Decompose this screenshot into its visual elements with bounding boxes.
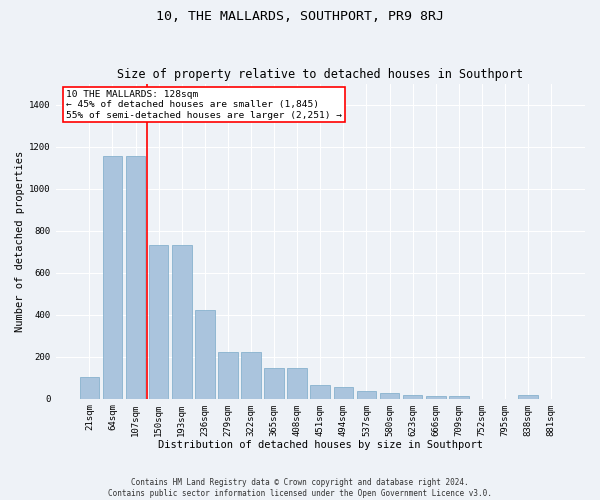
Text: 10 THE MALLARDS: 128sqm
← 45% of detached houses are smaller (1,845)
55% of semi: 10 THE MALLARDS: 128sqm ← 45% of detache… xyxy=(66,90,342,120)
Bar xyxy=(287,368,307,398)
Bar xyxy=(518,394,538,398)
Bar xyxy=(380,394,400,398)
Bar xyxy=(356,392,376,398)
Bar xyxy=(264,368,284,398)
Bar xyxy=(449,396,469,398)
Title: Size of property relative to detached houses in Southport: Size of property relative to detached ho… xyxy=(117,68,523,81)
Bar xyxy=(172,246,191,398)
Bar xyxy=(218,352,238,399)
Bar xyxy=(195,310,215,398)
Text: 10, THE MALLARDS, SOUTHPORT, PR9 8RJ: 10, THE MALLARDS, SOUTHPORT, PR9 8RJ xyxy=(156,10,444,23)
X-axis label: Distribution of detached houses by size in Southport: Distribution of detached houses by size … xyxy=(158,440,483,450)
Bar xyxy=(334,387,353,398)
Text: Contains HM Land Registry data © Crown copyright and database right 2024.
Contai: Contains HM Land Registry data © Crown c… xyxy=(108,478,492,498)
Bar xyxy=(426,396,446,398)
Bar xyxy=(80,376,99,398)
Bar xyxy=(149,246,169,398)
Bar xyxy=(103,156,122,398)
Bar xyxy=(310,385,330,398)
Bar xyxy=(403,394,422,398)
Y-axis label: Number of detached properties: Number of detached properties xyxy=(15,150,25,332)
Bar xyxy=(241,352,261,399)
Bar xyxy=(126,156,145,398)
